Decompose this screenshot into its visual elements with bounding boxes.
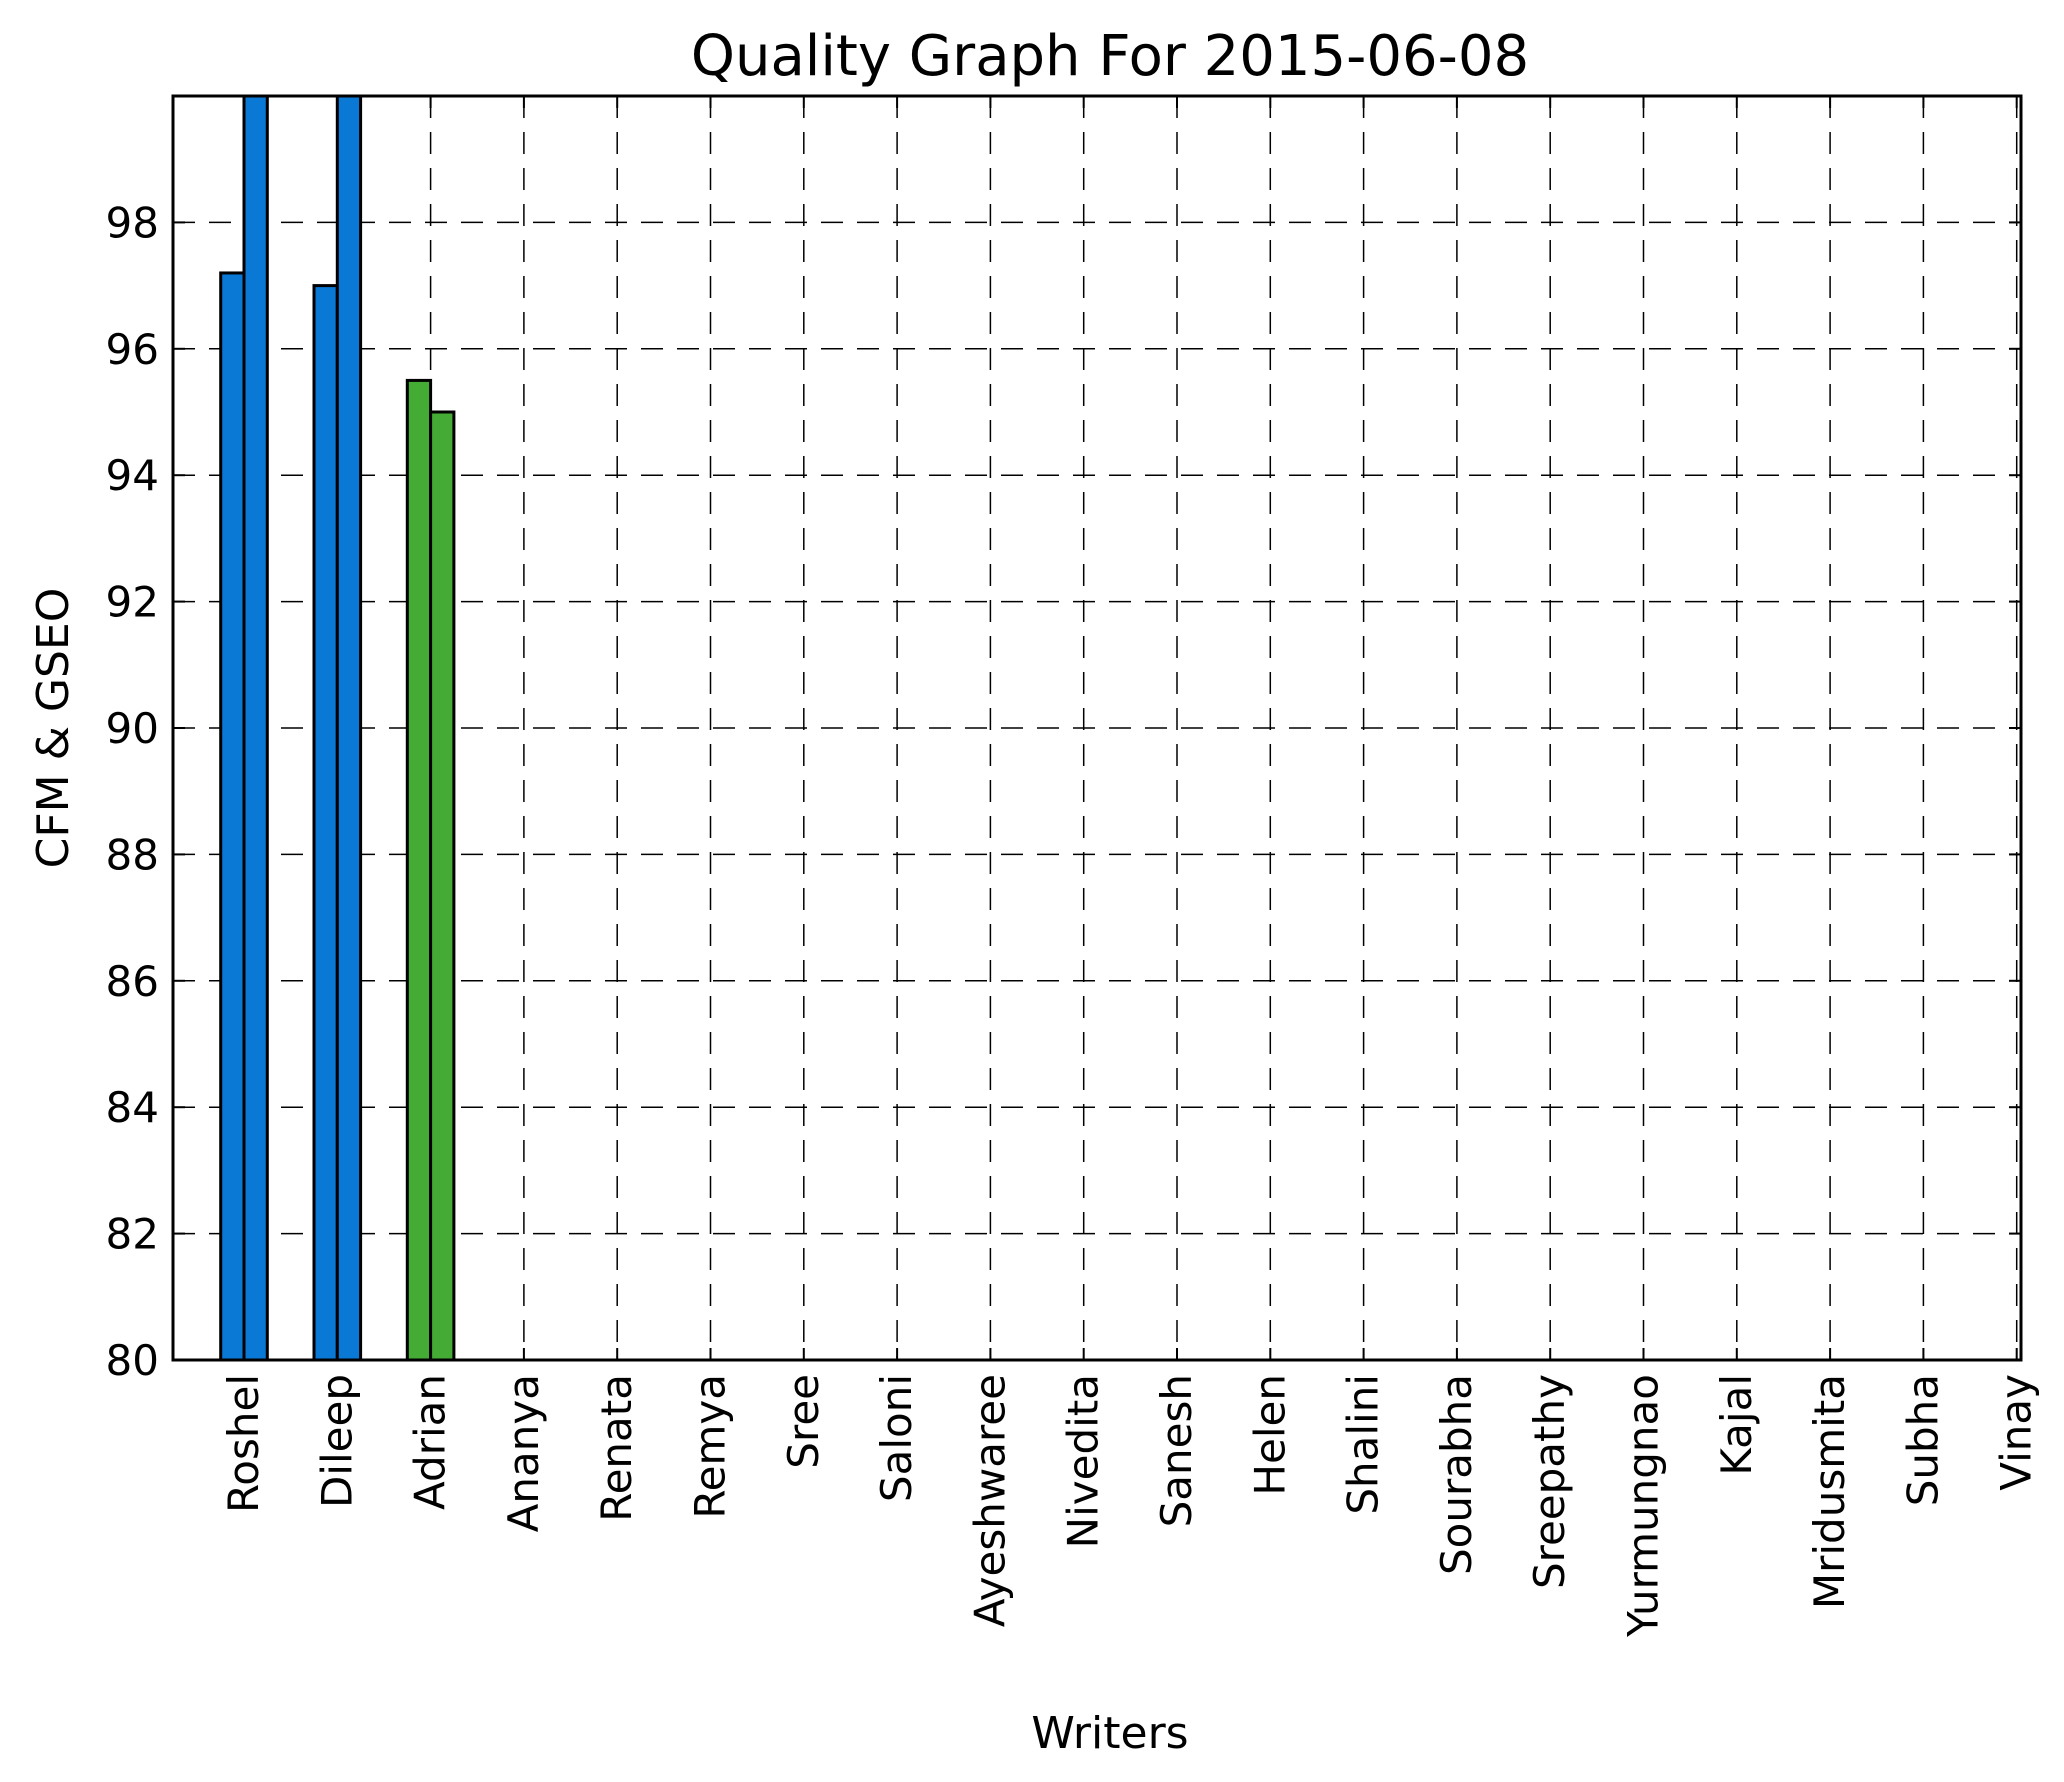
x-tick-label-vinay: Vinay: [1992, 1374, 2041, 1491]
y-tick-label: 88: [106, 830, 159, 879]
x-tick-label-saloni: Saloni: [872, 1374, 921, 1502]
y-tick-label: 84: [106, 1083, 159, 1132]
x-tick-label-ananya: Ananya: [499, 1374, 548, 1532]
y-tick-label: 92: [106, 578, 159, 627]
x-tick-label-ayeshwaree: Ayeshwaree: [965, 1374, 1014, 1627]
x-tick-label-nivedita: Nivedita: [1059, 1374, 1108, 1548]
chart-title: Quality Graph For 2015-06-08: [691, 24, 1529, 89]
x-tick-label-sanesh: Sanesh: [1152, 1374, 1201, 1527]
x-tick-label-roshel: Roshel: [219, 1374, 268, 1513]
x-tick-label-sree: Sree: [779, 1374, 828, 1469]
bar-adrian-series-1: [405, 378, 433, 1362]
bars: [219, 94, 456, 1362]
x-tick-label-shalini: Shalini: [1339, 1374, 1388, 1515]
bar-dileep-series-2: [335, 94, 363, 1362]
x-tick-label-sourabha: Sourabha: [1432, 1374, 1481, 1575]
bar-adrian-series-2: [429, 410, 456, 1362]
x-tick-label-yurmungnao: Yurmungnao: [1619, 1374, 1668, 1638]
y-tick-label: 94: [106, 451, 159, 500]
y-tick-label: 98: [106, 198, 159, 247]
y-tick-label: 80: [106, 1336, 159, 1385]
x-tick-label-mridusmita: Mridusmita: [1805, 1374, 1854, 1609]
y-tick-label: 82: [106, 1210, 159, 1259]
bar-roshel-series-2: [242, 94, 269, 1362]
x-axis-ticks: Roshel Dileep Adrian Ananya Renata Remya Sree S…: [219, 96, 2041, 1638]
x-tick-label-sreepathy: Sreepathy: [1525, 1374, 1574, 1589]
x-tick-label-subha: Subha: [1898, 1374, 1947, 1506]
x-tick-label-dileep: Dileep: [312, 1374, 361, 1508]
bar-dileep-series-1: [312, 284, 339, 1362]
x-tick-label-renata: Renata: [592, 1374, 641, 1522]
x-tick-label-helen: Helen: [1245, 1374, 1294, 1496]
y-axis-label: CFM & GSEO: [28, 588, 79, 869]
y-tick-label: 90: [106, 704, 159, 753]
x-tick-label-remya: Remya: [686, 1374, 735, 1519]
y-axis-ticks: 80 82 84 86 88 90 92 94 96 98: [106, 198, 2021, 1385]
x-tick-label-kajal: Kajal: [1712, 1374, 1761, 1476]
x-tick-label-adrian: Adrian: [406, 1374, 455, 1510]
bar-roshel-series-1: [219, 271, 246, 1362]
x-axis-label: Writers: [1031, 1708, 1188, 1759]
y-tick-label: 96: [106, 325, 159, 374]
y-tick-label: 86: [106, 957, 159, 1006]
grid-lines: [173, 96, 2021, 1360]
